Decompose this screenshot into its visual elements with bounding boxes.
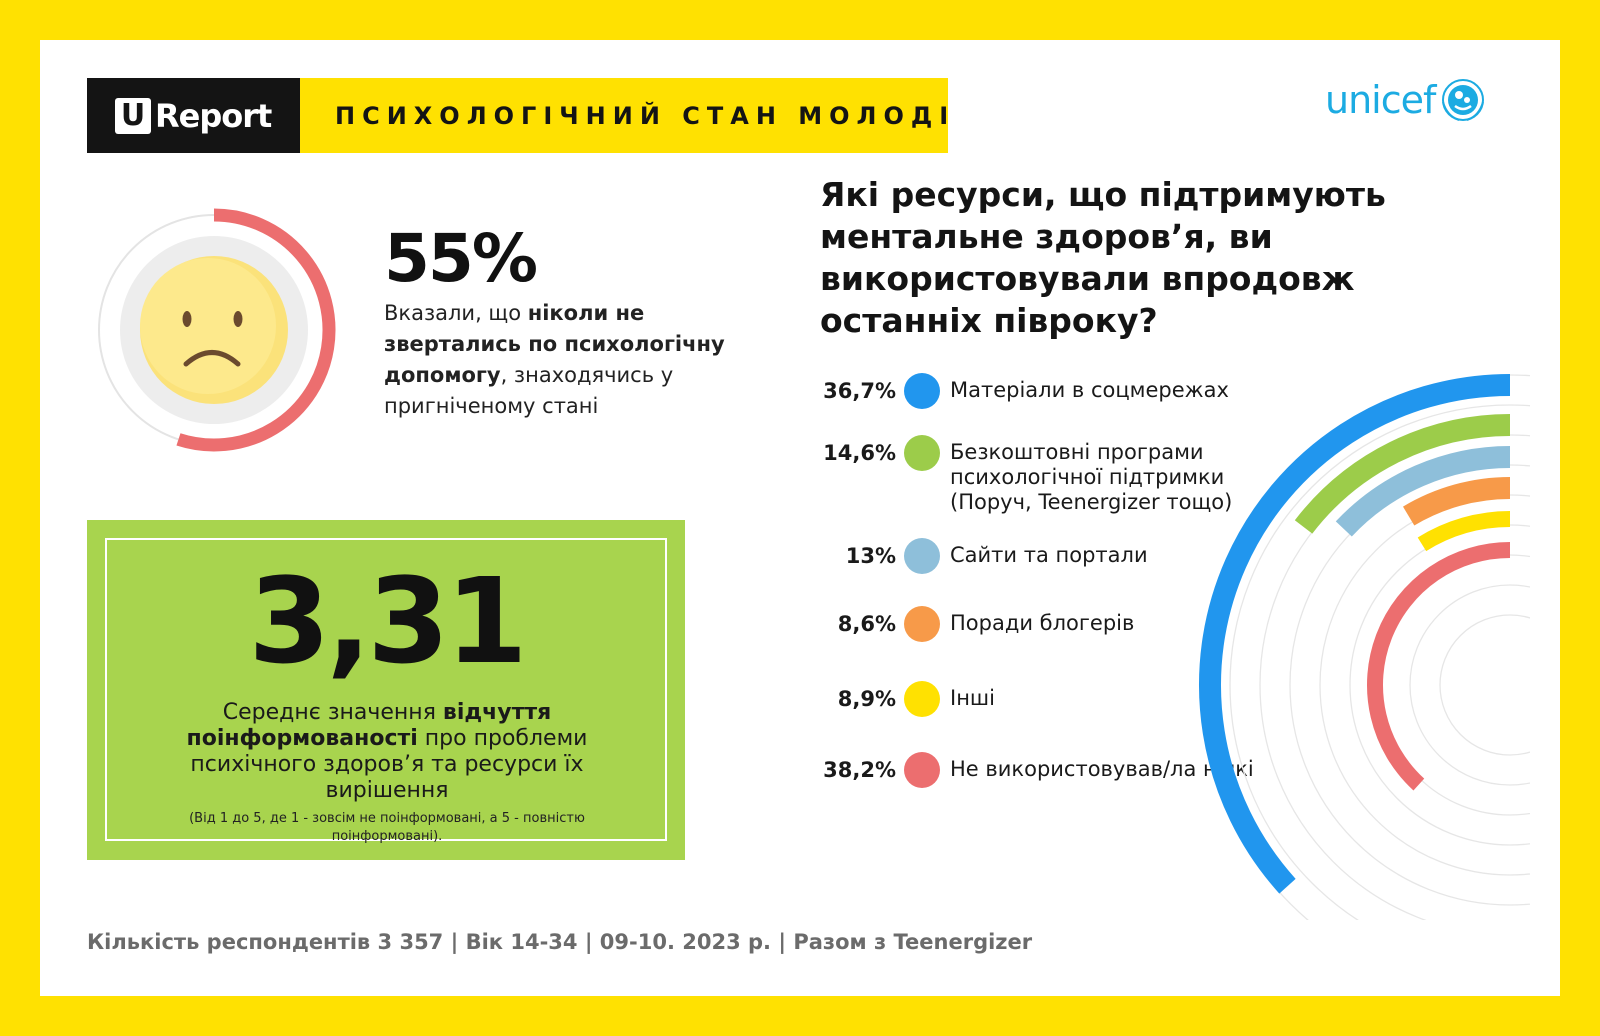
legend-value: 14,6% — [823, 441, 896, 465]
awareness-frame: 3,31 Середнє значення відчуття поінформо… — [105, 538, 667, 844]
stat-55-description: Вказали, що ніколи не звертались по псих… — [384, 301, 725, 418]
unicef-word: unicef — [1325, 78, 1436, 122]
page-title: ПСИХОЛОГІЧНИЙ СТАН МОЛОДІ — [335, 101, 956, 130]
unicef-emblem-icon — [1442, 79, 1485, 121]
legend-label: Поради блогерів — [950, 611, 1135, 635]
legend-dot-red-icon — [904, 752, 940, 788]
header-title-band: ПСИХОЛОГІЧНИЙ СТАН МОЛОДІ — [300, 78, 948, 153]
legend-item: 8,6% Поради блогерів — [790, 606, 1280, 642]
sad-face-icon — [140, 256, 288, 404]
ureport-word: Report — [155, 96, 272, 135]
legend-item: 14,6% Безкоштовні програми психологічної… — [790, 435, 1280, 515]
legend-label: Не використовував/ла ніякі — [950, 757, 1254, 781]
ureport-logo: U Report — [87, 78, 300, 153]
radial-grid-ring — [1259, 434, 1530, 920]
legend-label: Безкоштовні програми психологічної підтр… — [950, 440, 1233, 514]
awareness-value: 3,31 — [248, 552, 527, 690]
unicef-logo: unicef — [1325, 76, 1487, 124]
legend-dot-yellow-icon — [904, 681, 940, 717]
radial-grid-ring — [1229, 404, 1530, 920]
stat-55-value: 55% — [384, 220, 538, 297]
radial-bar — [1294, 414, 1511, 534]
legend-item: 8,9% Інші — [790, 681, 1280, 717]
legend-value: 13% — [845, 544, 896, 568]
legend-value: 38,2% — [823, 758, 896, 782]
radial-bar-chart — [1199, 374, 1530, 920]
radial-grid-ring — [1439, 614, 1530, 756]
legend-value: 8,6% — [837, 612, 896, 636]
awareness-panel: 3,31 Середнє значення відчуття поінформо… — [87, 520, 685, 860]
legend-label: Сайти та портали — [950, 543, 1148, 567]
radial-bar — [1417, 511, 1511, 552]
radial-bar — [1402, 477, 1511, 526]
legend-dot-orange-icon — [904, 606, 940, 642]
chart-question: Які ресурси, що підтримують ментальне зд… — [820, 175, 1386, 340]
awareness-scale-note: (Від 1 до 5, де 1 - зовсім не поінформов… — [189, 811, 585, 844]
legend-dot-blue-icon — [904, 373, 940, 409]
survey-footer: Кількість респондентів 3 357 | Вік 14-34… — [87, 930, 1033, 954]
legend-label: Матеріали в соцмережах — [950, 378, 1229, 402]
ureport-u-icon: U — [115, 97, 151, 134]
radial-grid-ring — [1409, 584, 1530, 786]
legend-value: 36,7% — [823, 379, 896, 403]
legend-value: 8,9% — [837, 687, 896, 711]
radial-bar — [1335, 446, 1511, 537]
legend-item: 38,2% Не використовував/ла ніякі — [790, 752, 1280, 788]
gauge-fill-55 — [176, 208, 336, 452]
legend-dot-lightblue-icon — [904, 538, 940, 574]
legend-item: 13% Сайти та портали — [790, 538, 1280, 574]
legend-label: Інші — [950, 686, 995, 710]
legend-item: 36,7% Матеріали в соцмережах — [790, 373, 1280, 409]
sad-face-gauge — [92, 205, 342, 455]
legend-dot-green-icon — [904, 435, 940, 471]
radial-bar — [1367, 542, 1511, 791]
radial-bar — [1199, 374, 1511, 894]
awareness-description: Середнє значення відчуття поінформованос… — [186, 700, 588, 803]
